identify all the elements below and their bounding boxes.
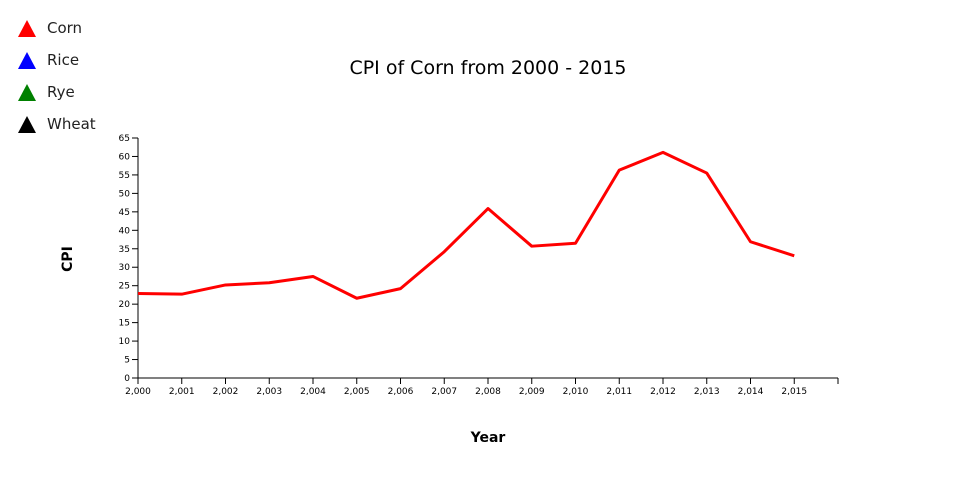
x-tick-label: 2,006 [388,387,414,397]
x-tick-label: 2,000 [125,387,151,397]
y-tick-label: 20 [119,300,131,310]
x-tick-label: 2,010 [563,387,589,397]
x-tick-label: 2,015 [781,387,807,397]
x-tick-label: 2,014 [738,387,764,397]
legend-label-corn: Corn [47,19,83,37]
corn-triangle-icon [18,19,36,37]
series-group [137,150,795,300]
y-tick-label: 25 [119,282,130,292]
y-tick-label: 65 [119,134,130,144]
legend-item-corn[interactable]: Corn [18,12,96,44]
y-tick-label: 45 [119,208,130,218]
x-tick-label: 2,003 [256,387,282,397]
legend-label-wheat: Wheat [47,115,96,133]
y-tick-label: 35 [119,245,130,255]
legend-label-rice: Rice [47,51,80,69]
x-tick-label: 2,004 [300,387,326,397]
x-axis: 2,000 2,001 2,002 2,003 2,004 2,005 2,006 2,007… [125,377,839,397]
y-axis-title: CPI [60,246,76,272]
y-tick-label: 10 [119,337,131,347]
y-tick-label: 0 [124,374,130,384]
y-axis: 0 5 10 15 20 25 30 35 40 45 50 55 60 65 [119,134,139,384]
x-tick-label: 2,011 [606,387,632,397]
rice-triangle-icon [18,51,36,69]
legend-item-rye[interactable]: Rye [18,76,96,108]
wheat-triangle-icon [18,115,36,133]
legend-item-wheat[interactable]: Wheat [18,108,96,140]
chart-title: CPI of Corn from 2000 - 2015 [349,57,626,79]
y-tick-label: 15 [119,319,130,329]
y-tick-label: 5 [124,356,130,366]
legend-label-rye: Rye [47,83,75,101]
x-tick-label: 2,002 [213,387,239,397]
y-tick-label: 50 [119,189,131,199]
y-tick-label: 55 [119,171,130,181]
x-tick-label: 2,012 [650,387,676,397]
y-tick-label: 40 [119,226,131,236]
y-tick-label: 60 [119,152,131,162]
x-tick-label: 2,008 [475,387,501,397]
x-tick-label: 2,009 [519,387,545,397]
x-tick-label: 2,001 [169,387,195,397]
series-line-corn [137,150,795,300]
y-tick-label: 30 [119,263,131,273]
legend: Corn Rice Rye Wheat [18,12,96,140]
rye-triangle-icon [18,83,36,101]
x-tick-label: 2,005 [344,387,370,397]
legend-item-rice[interactable]: Rice [18,44,96,76]
x-tick-label: 2,007 [431,387,457,397]
x-axis-title: Year [470,430,506,446]
x-tick-label: 2,013 [694,387,720,397]
